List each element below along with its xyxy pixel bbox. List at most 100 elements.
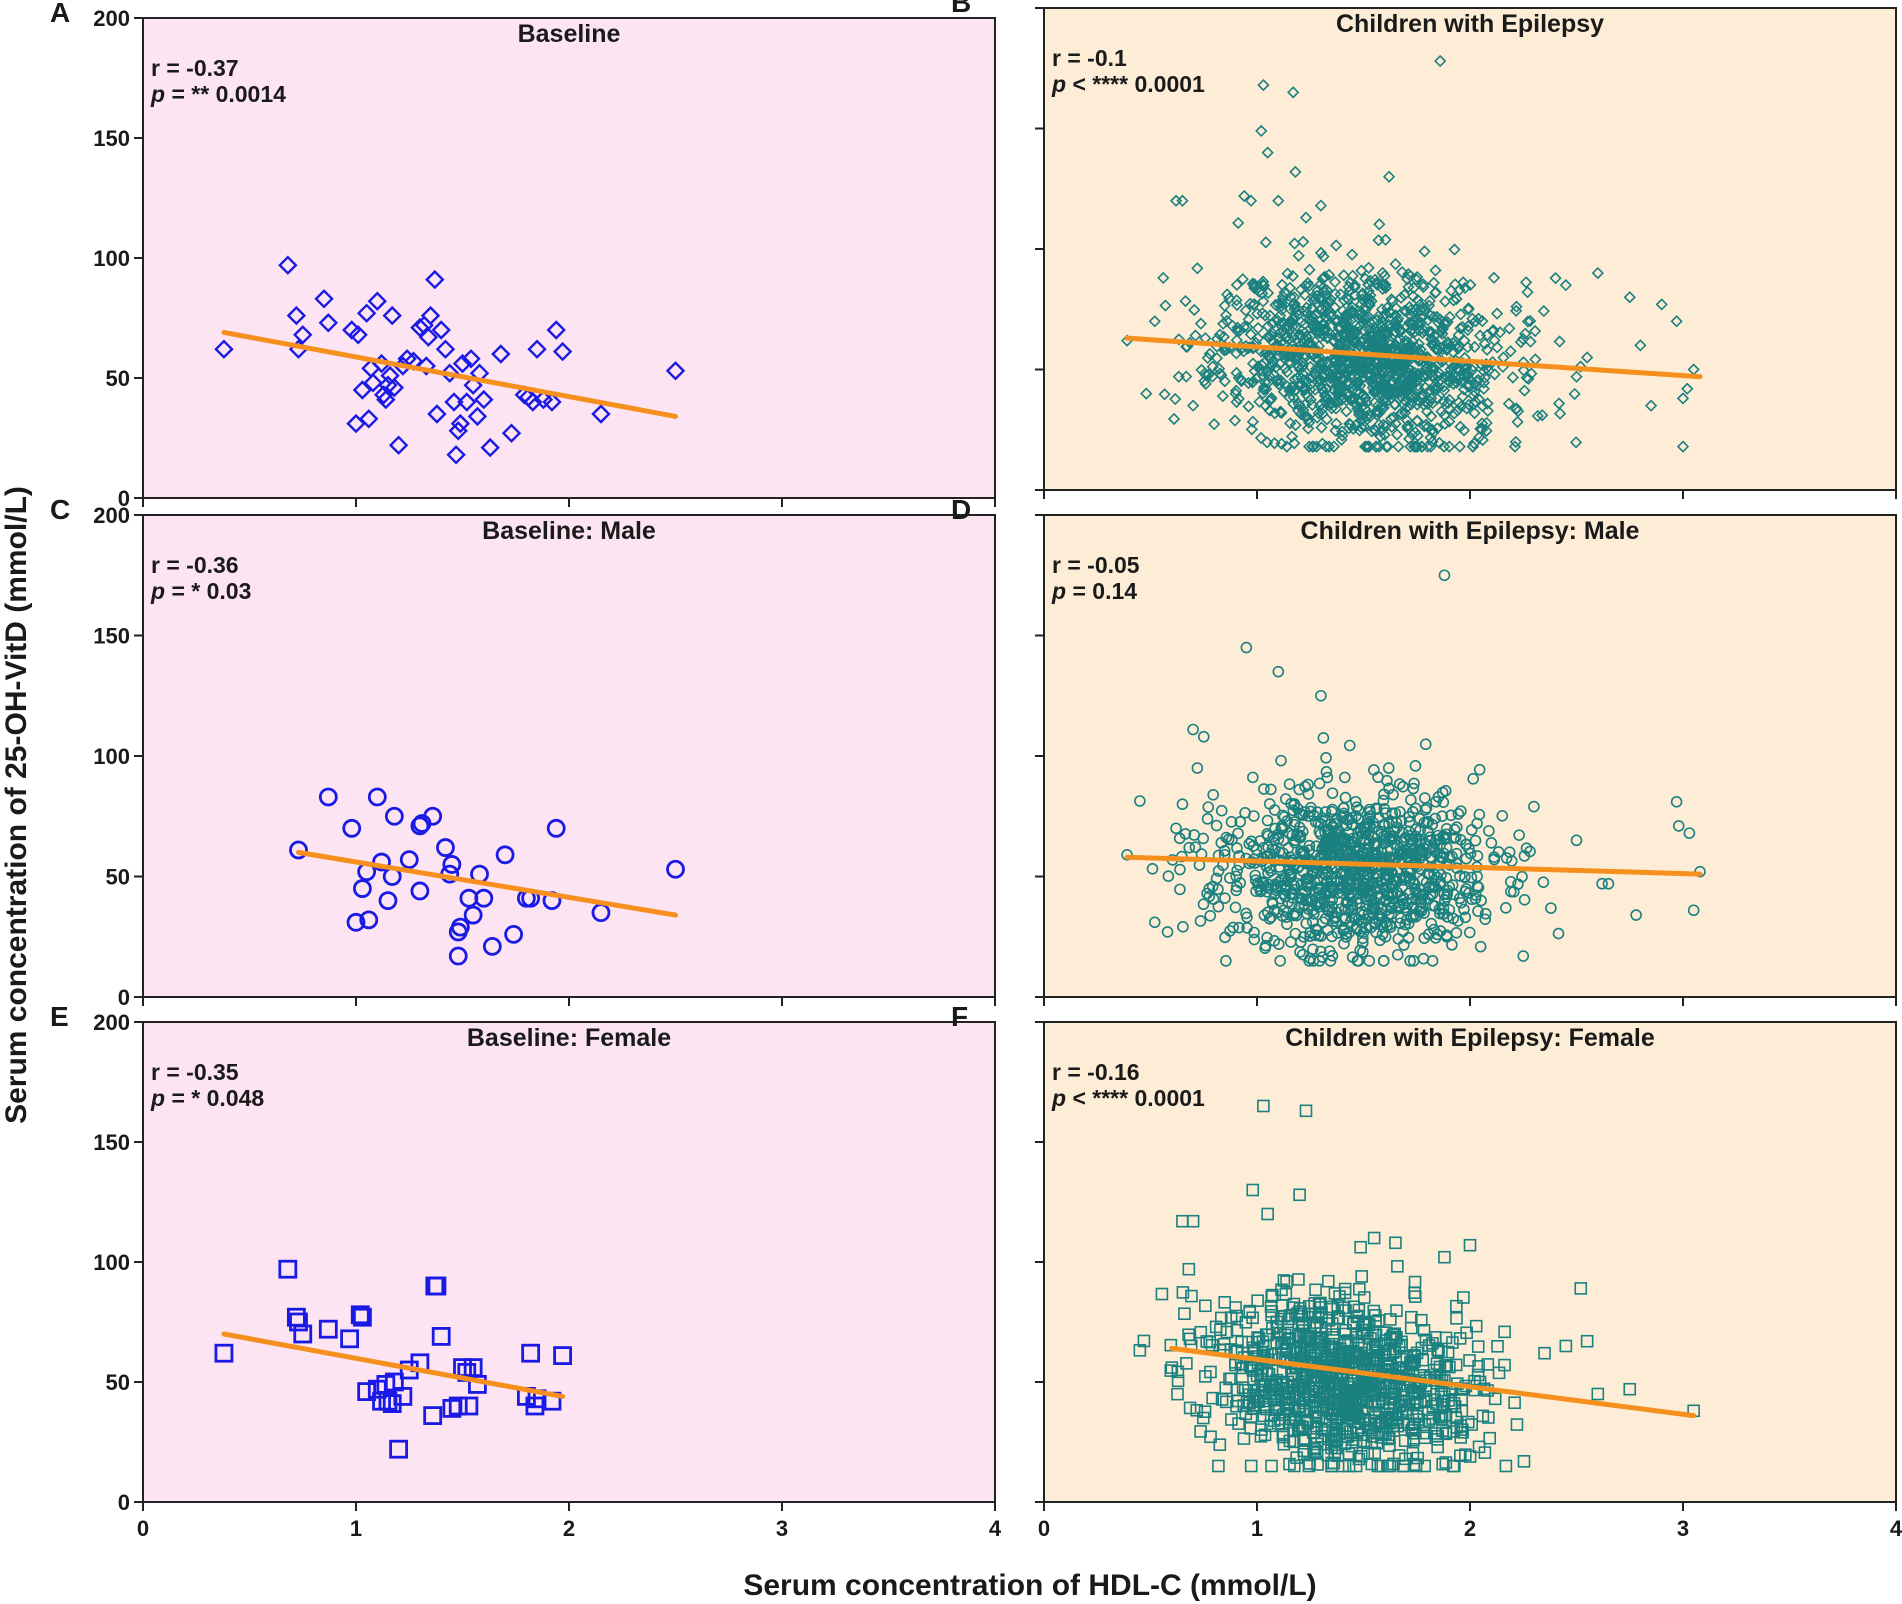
data-point-circle — [495, 845, 515, 865]
data-point-square — [1203, 1335, 1216, 1349]
data-point-circle — [1552, 927, 1565, 940]
data-point-diamond — [1436, 327, 1449, 341]
data-point-diamond — [1338, 312, 1351, 325]
data-point-diamond — [1420, 361, 1434, 374]
data-point-diamond — [1294, 328, 1307, 342]
data-point-square — [1333, 1348, 1347, 1361]
data-point-square — [448, 1396, 468, 1416]
data-point-circle — [1378, 788, 1390, 801]
data-point-square — [278, 1259, 298, 1279]
data-point-diamond — [1378, 428, 1391, 442]
data-point-square — [1309, 1405, 1323, 1419]
data-point-square — [1438, 1250, 1451, 1264]
data-point-circle — [1459, 911, 1472, 924]
data-point-diamond — [1311, 411, 1324, 424]
data-point-diamond — [1341, 293, 1355, 306]
data-point-diamond — [1309, 323, 1322, 336]
data-point-diamond — [1570, 370, 1583, 383]
data-point-diamond — [1415, 304, 1428, 317]
data-point-diamond — [1410, 341, 1423, 354]
data-point-diamond — [1337, 391, 1350, 404]
data-point-circle — [1396, 894, 1408, 906]
data-point-square — [1244, 1459, 1258, 1473]
data-point-square — [553, 1346, 573, 1365]
data-point-diamond — [1448, 407, 1461, 420]
data-point-diamond — [1552, 397, 1566, 410]
data-point-circle — [1403, 816, 1416, 828]
data-point-circle — [1173, 832, 1186, 845]
data-point-square — [1476, 1409, 1490, 1423]
data-point-diamond — [1217, 330, 1230, 343]
data-point-square — [1454, 1431, 1468, 1444]
plot-background — [143, 18, 995, 498]
data-point-circle — [1283, 778, 1296, 790]
data-point-circle — [1446, 850, 1458, 863]
data-point-circle — [1596, 877, 1608, 890]
data-point-circle — [1215, 804, 1228, 817]
data-point-circle — [1349, 867, 1361, 880]
data-point-diamond — [1281, 267, 1294, 280]
data-point-circle — [410, 816, 430, 836]
data-point-diamond — [1230, 294, 1243, 307]
data-point-circle — [1427, 840, 1439, 853]
data-point-circle — [1297, 931, 1310, 943]
data-point-diamond — [591, 404, 611, 424]
data-point-square — [1275, 1340, 1288, 1353]
data-point-diamond — [431, 320, 451, 340]
data-point-diamond — [1317, 250, 1330, 263]
data-point-square — [1171, 1374, 1185, 1388]
data-point-square — [1261, 1328, 1275, 1342]
data-point-circle — [1393, 778, 1406, 790]
data-point-diamond — [1346, 269, 1359, 282]
data-point-square — [423, 1406, 443, 1425]
data-point-diamond — [1440, 370, 1453, 383]
data-point-circle — [1407, 834, 1419, 847]
data-point-square — [1450, 1312, 1463, 1325]
data-point-diamond — [1524, 314, 1537, 328]
correlation-r: r = -0.16 — [1052, 1059, 1140, 1085]
data-point-circle — [1240, 641, 1253, 654]
y-tick-label: 50 — [106, 366, 130, 391]
data-point-diamond — [1357, 294, 1371, 308]
data-point-diamond — [1331, 394, 1344, 408]
p-value: p = * 0.048 — [150, 1085, 264, 1111]
data-point-diamond — [1438, 417, 1452, 431]
data-point-square — [1379, 1414, 1393, 1428]
data-point-square — [1239, 1315, 1253, 1329]
data-point-diamond — [1218, 299, 1231, 312]
data-point-circle — [1364, 819, 1376, 832]
data-point-diamond — [1380, 323, 1393, 337]
data-point-square — [1322, 1274, 1335, 1288]
data-point-diamond — [1238, 189, 1251, 203]
data-point-diamond — [1242, 313, 1255, 326]
data-point-square — [1351, 1411, 1365, 1424]
data-point-diamond — [1320, 413, 1334, 426]
data-point-circle — [1294, 807, 1306, 820]
data-point-circle — [1326, 894, 1339, 906]
data-point-diamond — [1363, 410, 1377, 423]
data-point-circle — [1316, 812, 1329, 824]
data-point-square — [1574, 1282, 1588, 1295]
panel-letter: F — [951, 1001, 968, 1032]
data-point-square — [1499, 1459, 1513, 1473]
data-point-diamond — [1314, 246, 1328, 259]
data-point-diamond — [1348, 354, 1362, 367]
data-point-circle — [1436, 810, 1448, 822]
regression-line — [295, 849, 678, 918]
data-point-diamond — [1670, 315, 1683, 328]
data-point-square — [289, 1312, 308, 1332]
data-point-diamond — [348, 325, 368, 345]
correlation-r: r = -0.1 — [1052, 45, 1127, 71]
data-point-circle — [1380, 830, 1393, 842]
data-point-circle — [463, 905, 483, 925]
data-point-diamond — [1213, 328, 1226, 341]
data-point-circle — [1383, 818, 1395, 830]
p-symbol: p — [1051, 71, 1066, 97]
data-point-diamond — [435, 339, 456, 359]
data-point-circle — [1197, 898, 1210, 911]
data-point-square — [1182, 1328, 1195, 1342]
data-point-square — [1337, 1301, 1351, 1315]
data-point-diamond — [665, 361, 686, 381]
data-point-circle — [1303, 839, 1316, 852]
data-point-square — [1370, 1339, 1384, 1353]
